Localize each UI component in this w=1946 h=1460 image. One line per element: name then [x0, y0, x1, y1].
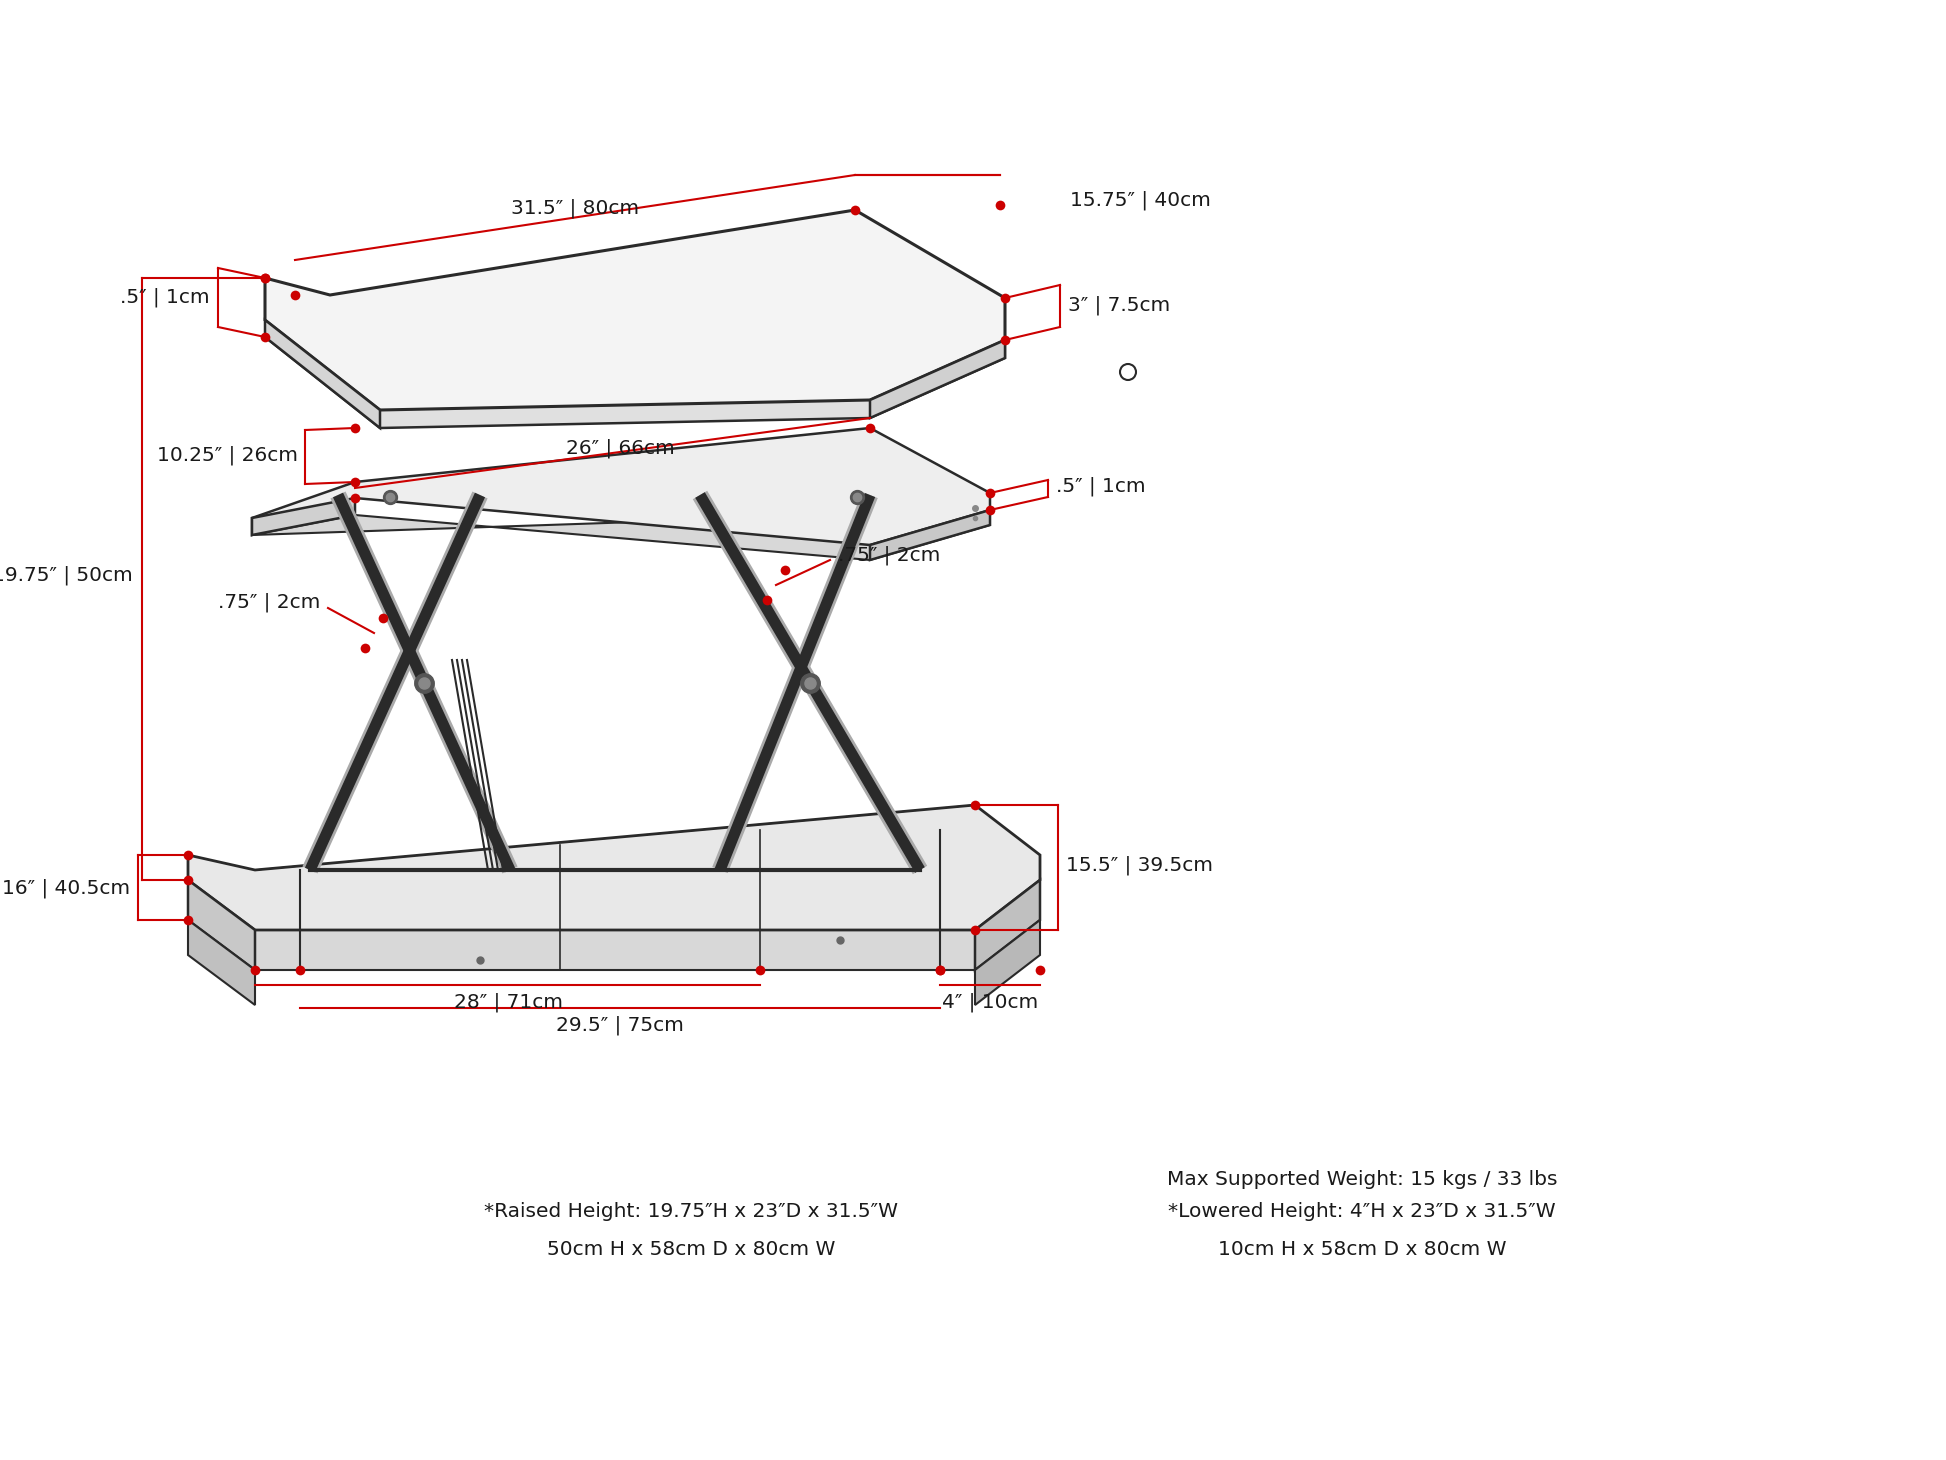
- Text: 26″ | 66cm: 26″ | 66cm: [566, 438, 675, 458]
- Polygon shape: [189, 804, 1039, 930]
- Polygon shape: [251, 510, 991, 561]
- Polygon shape: [189, 880, 255, 969]
- Polygon shape: [265, 337, 1004, 428]
- Text: 10.25″ | 26cm: 10.25″ | 26cm: [158, 445, 298, 464]
- Text: *Lowered Height: 4″H x 23″D x 31.5″W: *Lowered Height: 4″H x 23″D x 31.5″W: [1168, 1202, 1557, 1222]
- Text: 28″ | 71cm: 28″ | 71cm: [453, 993, 562, 1012]
- Text: 31.5″ | 80cm: 31.5″ | 80cm: [512, 199, 638, 218]
- Polygon shape: [189, 920, 255, 1004]
- Polygon shape: [870, 510, 991, 561]
- Polygon shape: [975, 920, 1039, 1004]
- Polygon shape: [251, 498, 354, 534]
- Polygon shape: [265, 210, 1004, 410]
- Text: 50cm H x 58cm D x 80cm W: 50cm H x 58cm D x 80cm W: [547, 1240, 835, 1260]
- Text: 3″ | 7.5cm: 3″ | 7.5cm: [1068, 295, 1170, 315]
- Text: 4″ | 10cm: 4″ | 10cm: [942, 993, 1037, 1012]
- Text: 15.75″ | 40cm: 15.75″ | 40cm: [1070, 190, 1210, 210]
- Text: .5″ | 1cm: .5″ | 1cm: [121, 288, 210, 307]
- Text: .75″ | 2cm: .75″ | 2cm: [839, 545, 940, 565]
- Text: 16″ | 40.5cm: 16″ | 40.5cm: [2, 879, 130, 898]
- Text: .75″ | 2cm: .75″ | 2cm: [218, 593, 319, 612]
- Text: 10cm H x 58cm D x 80cm W: 10cm H x 58cm D x 80cm W: [1218, 1240, 1506, 1260]
- Polygon shape: [975, 880, 1039, 969]
- Polygon shape: [251, 428, 991, 545]
- Text: Max Supported Weight: 15 kgs / 33 lbs: Max Supported Weight: 15 kgs / 33 lbs: [1168, 1169, 1557, 1190]
- Text: *Raised Height: 19.75″H x 23″D x 31.5″W: *Raised Height: 19.75″H x 23″D x 31.5″W: [485, 1202, 897, 1222]
- Polygon shape: [265, 320, 379, 428]
- Text: 19.75″ | 50cm: 19.75″ | 50cm: [0, 565, 132, 585]
- Polygon shape: [189, 920, 1039, 969]
- Polygon shape: [870, 340, 1004, 418]
- Text: 15.5″ | 39.5cm: 15.5″ | 39.5cm: [1066, 856, 1212, 875]
- Text: .5″ | 1cm: .5″ | 1cm: [1057, 476, 1146, 496]
- Text: 29.5″ | 75cm: 29.5″ | 75cm: [557, 1015, 683, 1035]
